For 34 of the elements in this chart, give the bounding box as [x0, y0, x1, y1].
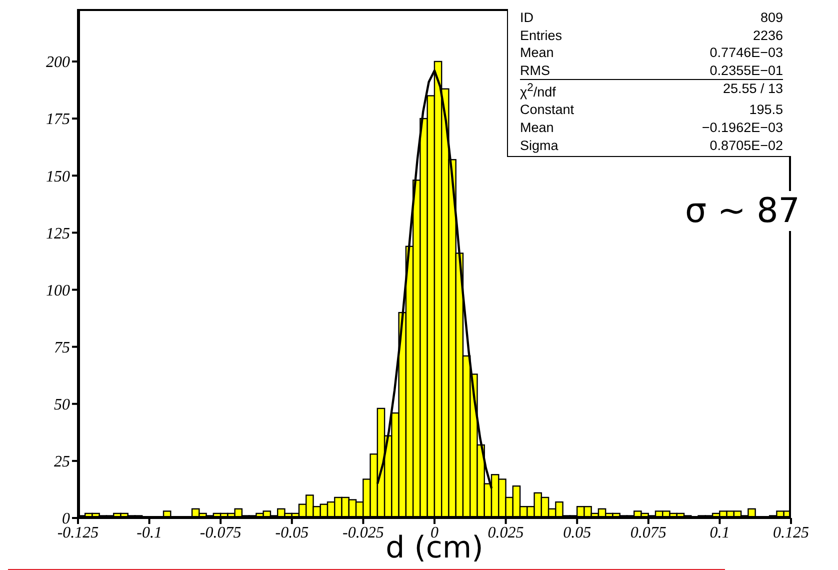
annotation: 0.8705E−02: [710, 136, 783, 154]
x-tick-label: -0.05: [275, 524, 309, 542]
x-tick-label: 0.125: [773, 524, 809, 542]
annotation: Constant: [520, 101, 574, 120]
annotation: 25.55 / 13: [722, 80, 783, 98]
y-tick-label: 75: [54, 339, 70, 356]
x-tick-label: 0.1: [710, 524, 730, 542]
y-tick-label: 175: [46, 111, 70, 128]
x-tick-label: -0.1: [136, 524, 162, 542]
annotation: Sigma: [520, 136, 558, 154]
annotation: 0.7746E−03: [710, 44, 783, 62]
annotation: 2236: [752, 26, 783, 44]
annotation: Entries: [520, 26, 562, 44]
annotation: −0.1962E−03: [702, 119, 783, 137]
annotation: 0.2355E−01: [710, 62, 783, 80]
x-tick-label: -0.075: [200, 524, 242, 542]
annotation: Mean: [520, 44, 554, 62]
x-tick-label: 0.05: [563, 524, 592, 542]
annotation: RMS: [520, 62, 550, 80]
annotation: 809: [760, 9, 783, 27]
annotation: χ$^{2}$/ndf: [520, 81, 556, 102]
annotation: ID: [520, 9, 534, 27]
y-tick-label: 200: [46, 54, 70, 72]
y-tick-label: 125: [46, 225, 70, 242]
x-tick-label: -0.025: [342, 524, 384, 542]
y-tick-label: 100: [46, 282, 70, 300]
y-tick-label: 25: [54, 454, 70, 471]
y-tick-label: 150: [46, 168, 70, 186]
x-tick-label: 0.075: [630, 524, 666, 542]
y-tick-label: 50: [54, 396, 70, 414]
x-tick-label: 0.025: [488, 524, 524, 542]
annotation: 195.5: [749, 101, 783, 120]
annotation: Mean: [520, 119, 554, 137]
annotation: σ ~ 87: [685, 191, 800, 231]
